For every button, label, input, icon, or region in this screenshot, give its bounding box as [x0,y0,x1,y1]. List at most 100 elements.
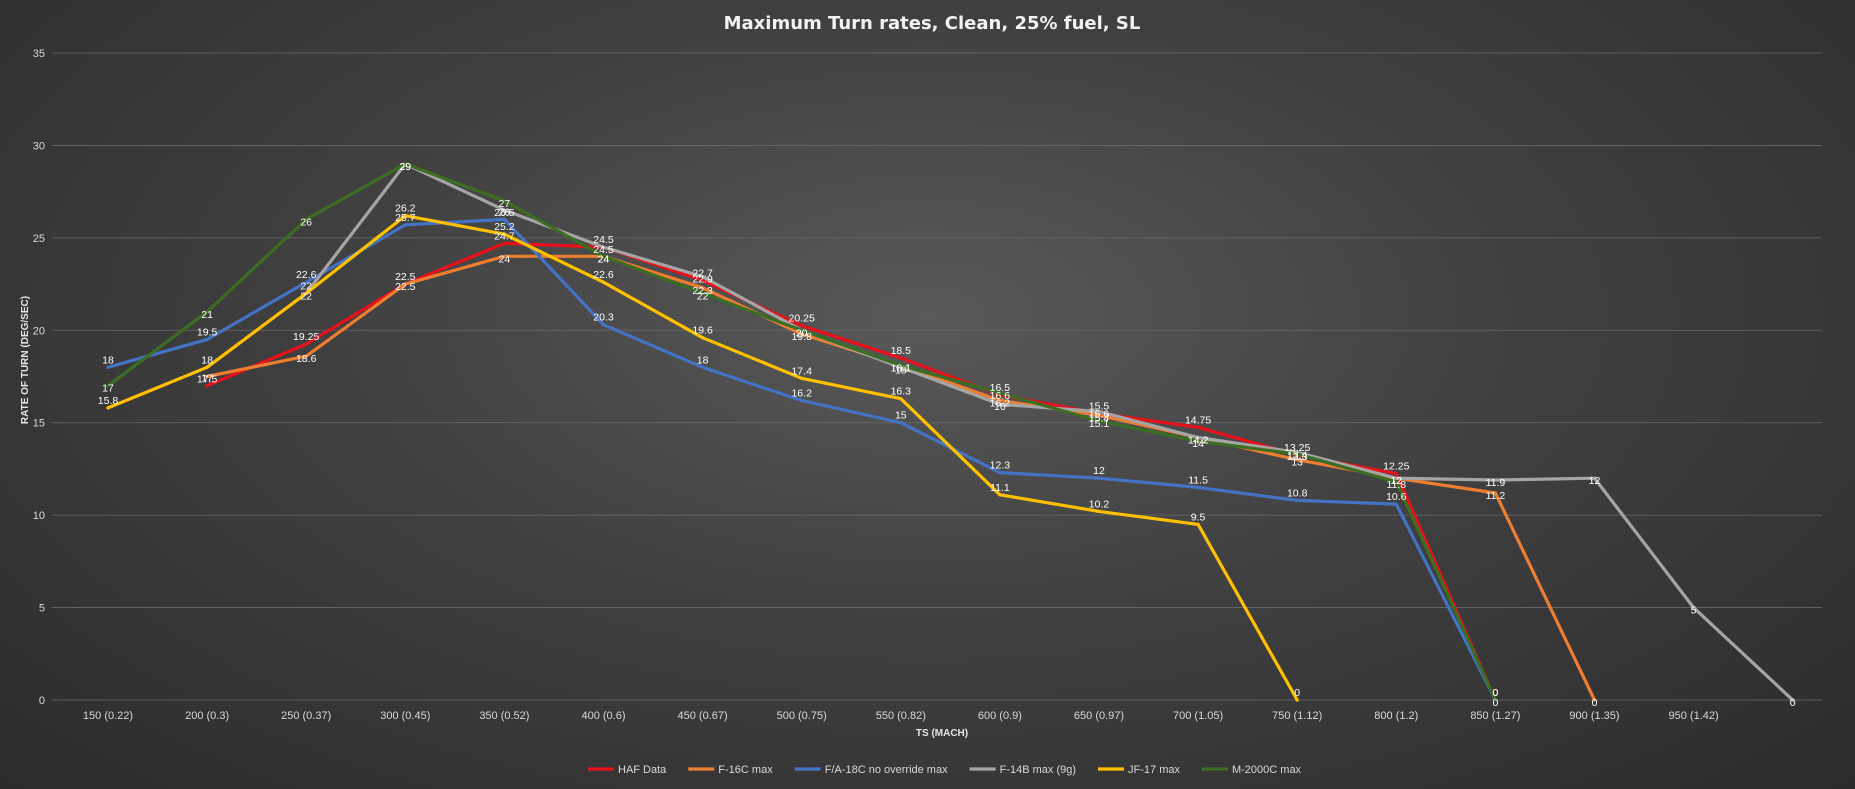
legend-label: F-14B max (9g) [1000,764,1076,776]
data-point [1097,410,1101,414]
data-label: 18.1 [891,362,912,374]
data-point [1295,452,1299,456]
y-tick-label: 10 [33,510,45,522]
data-point [1295,498,1299,502]
data-label: 26 [499,206,511,218]
data-point [1196,425,1200,429]
y-tick-label: 20 [33,325,45,337]
data-label: 24.7 [494,230,515,242]
data-label: 20.25 [789,313,815,325]
data-point [502,232,506,236]
data-point [403,282,407,286]
data-label: 27 [499,198,511,210]
data-label: 20 [796,327,808,339]
data-label: 22.6 [296,269,317,281]
y-tick-label: 5 [39,603,45,615]
y-tick-label: 15 [33,418,45,430]
data-label: 19.8 [791,331,812,343]
y-tick-label: 0 [39,695,45,707]
x-tick-label: 950 (1.42) [1669,710,1719,722]
data-point [800,376,804,380]
data-point [701,286,705,290]
chart-title: Maximum Turn rates, Clean, 25% fuel, SL [724,13,1141,34]
data-label: 18 [102,354,114,366]
data-point [1394,480,1398,484]
x-tick-label: 650 (0.97) [1074,710,1124,722]
data-point [1196,485,1200,490]
x-tick-label: 250 (0.37) [281,710,331,722]
data-point [601,280,606,284]
data-label: 17 [102,383,114,395]
legend-label: JF-17 max [1128,764,1180,776]
data-point [701,275,705,279]
data-point [899,356,903,360]
data-point [899,397,903,401]
data-label: 22 [300,280,312,292]
data-point [1295,458,1299,462]
data-label: 21 [201,309,213,321]
data-labels: 17 19.25 22.5 24.7 24.5 22.7 20.25 18.5 16.5 15.5… [98,161,1796,709]
data-point [998,471,1002,475]
data-label: 26 [300,216,312,228]
data-label: 15.4 [1089,412,1110,424]
data-label: 0 [1492,687,1498,699]
legend-label: HAF Data [618,764,667,776]
data-point [1196,522,1200,526]
data-label: 0 [1294,687,1300,699]
data-point [800,324,804,328]
legend-label: F-16C max [718,764,773,776]
data-label: 12 [1589,475,1601,487]
data-point [106,365,110,369]
legend: HAF Data F-16C max F/A-18C no override max… [588,764,1302,776]
y-tick-label: 35 [33,48,45,60]
data-label: 22.5 [395,281,416,293]
data-label: 12 [1390,475,1402,487]
data-label: 16.2 [791,388,812,400]
data-point [1097,413,1101,417]
data-point [601,245,606,249]
x-tick-label: 150 (0.22) [83,710,133,722]
data-label: 24 [598,253,610,265]
data-label: 0 [1790,697,1796,709]
data-point [1592,698,1597,702]
data-label: 9.5 [1191,511,1206,523]
y-tick-label: 30 [33,140,45,152]
data-label: 15.6 [1089,409,1110,421]
data-label: 17 [201,373,213,385]
data-label: 26.2 [395,203,416,215]
data-label: 29 [399,161,411,173]
data-point [502,199,506,203]
data-label: 16.3 [891,386,912,398]
data-point [1394,471,1398,476]
data-point [701,291,705,295]
data-point [1295,698,1299,702]
data-label: 25.2 [494,221,515,233]
x-tick-label: 400 (0.6) [581,710,625,722]
data-point [998,402,1002,406]
data-point [1493,491,1497,495]
data-point [701,365,705,369]
data-point [899,363,903,368]
data-label: 16.6 [990,390,1011,402]
x-tick-label: 350 (0.52) [479,710,529,722]
data-label: 10.6 [1386,491,1407,503]
data-point [998,493,1002,497]
x-axis-ticks: 150 (0.22) 200 (0.3) 250 (0.37) 300 (0.45) 3… [83,710,1719,722]
x-tick-label: 200 (0.3) [185,710,229,722]
data-label: 19.5 [197,327,218,339]
data-point [106,384,110,388]
data-label: 18 [201,354,213,366]
series-line [106,162,1497,702]
data-point [502,254,506,258]
data-point [403,162,407,166]
data-label: 17.4 [791,365,812,377]
data-point [800,328,804,332]
data-point [502,241,506,246]
series-line [205,241,1497,702]
x-axis-label: TS (MACH) [916,728,968,739]
data-label: 14.2 [1188,435,1209,447]
data-label: 11.9 [1486,477,1506,489]
data-label: 13 [1291,457,1303,469]
data-point [205,337,209,342]
data-point [601,323,606,327]
